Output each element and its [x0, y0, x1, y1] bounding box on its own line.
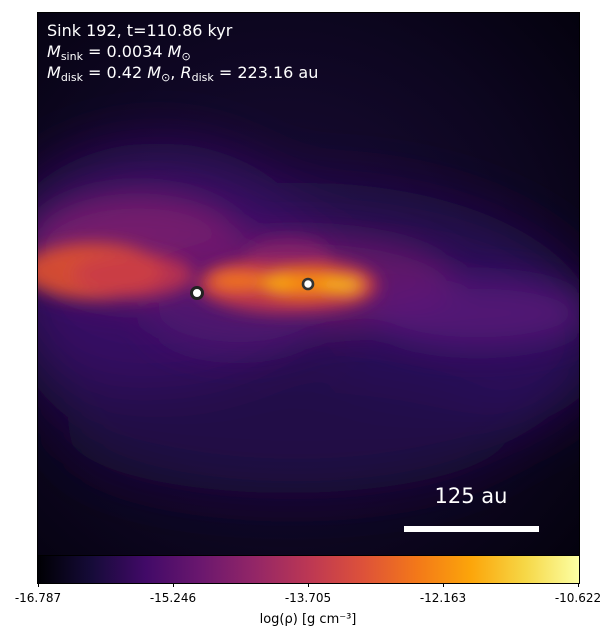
colorbar-gradient — [38, 556, 579, 583]
sink-time-line: Sink 192, t=110.86 kyr — [47, 21, 233, 40]
colorbar-tick-label: -15.246 — [149, 591, 197, 605]
r-disk-value: = 223.16 au — [218, 63, 319, 82]
sink-left-marker — [190, 286, 204, 300]
sink-right-marker — [301, 277, 315, 291]
colorbar-tick-label: -16.787 — [14, 591, 62, 605]
sink-mass-line: Msink = 0.0034 M⊙ — [47, 41, 318, 62]
scalebar-line — [404, 526, 539, 532]
colorbar-tick-label: -10.622 — [554, 591, 602, 605]
r-disk-symbol: R — [180, 63, 192, 82]
colorbar-tick — [173, 583, 174, 587]
colorbar-tick-label: -12.163 — [419, 591, 467, 605]
disk-line: Mdisk = 0.42 M⊙, Rdisk = 223.16 au — [47, 62, 318, 83]
m-disk-symbol: M — [47, 63, 61, 82]
r-disk-sub: disk — [191, 71, 214, 84]
m-sink-unit-sub: ⊙ — [181, 50, 191, 63]
colorbar-tick — [38, 583, 39, 587]
scalebar-label: 125 au — [434, 484, 508, 508]
m-disk-value: = 0.42 — [88, 63, 143, 82]
m-disk-sub: disk — [60, 71, 83, 84]
colorbar-tick-label: -13.705 — [284, 591, 332, 605]
m-sink-unit: M — [167, 42, 182, 61]
m-disk-unit-sub: ⊙ — [161, 71, 171, 84]
colorbar — [37, 555, 580, 584]
m-sink-sub: sink — [60, 50, 83, 63]
colorbar-tick — [443, 583, 444, 587]
m-sink-value: = 0.0034 — [88, 42, 163, 61]
colorbar-tick — [308, 583, 309, 587]
sink-info-text: Sink 192, t=110.86 kyr Msink = 0.0034 M⊙… — [47, 20, 318, 83]
colorbar-axis-label: log(ρ) [g cm⁻³] — [259, 612, 357, 627]
colorbar-tick — [578, 583, 579, 587]
m-disk-unit: M — [147, 63, 162, 82]
m-sink-symbol: M — [47, 42, 61, 61]
disk-separator: , — [170, 63, 176, 82]
